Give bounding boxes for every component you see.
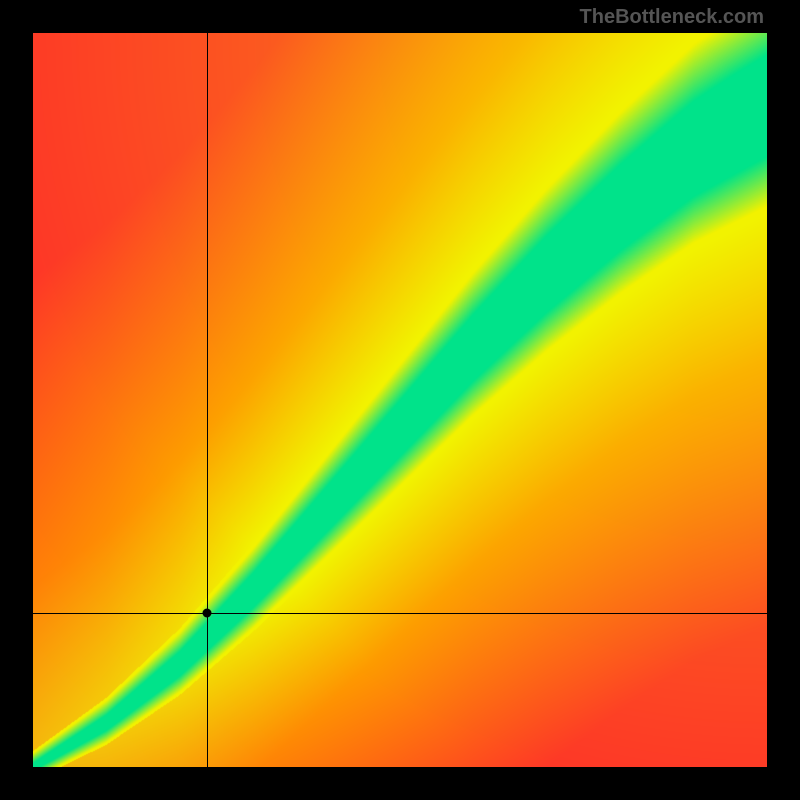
heatmap-canvas	[33, 33, 767, 767]
crosshair-vertical	[207, 33, 208, 767]
crosshair-horizontal	[33, 613, 767, 614]
heatmap-plot	[33, 33, 767, 767]
crosshair-marker	[202, 608, 211, 617]
watermark-text: TheBottleneck.com	[580, 6, 764, 29]
